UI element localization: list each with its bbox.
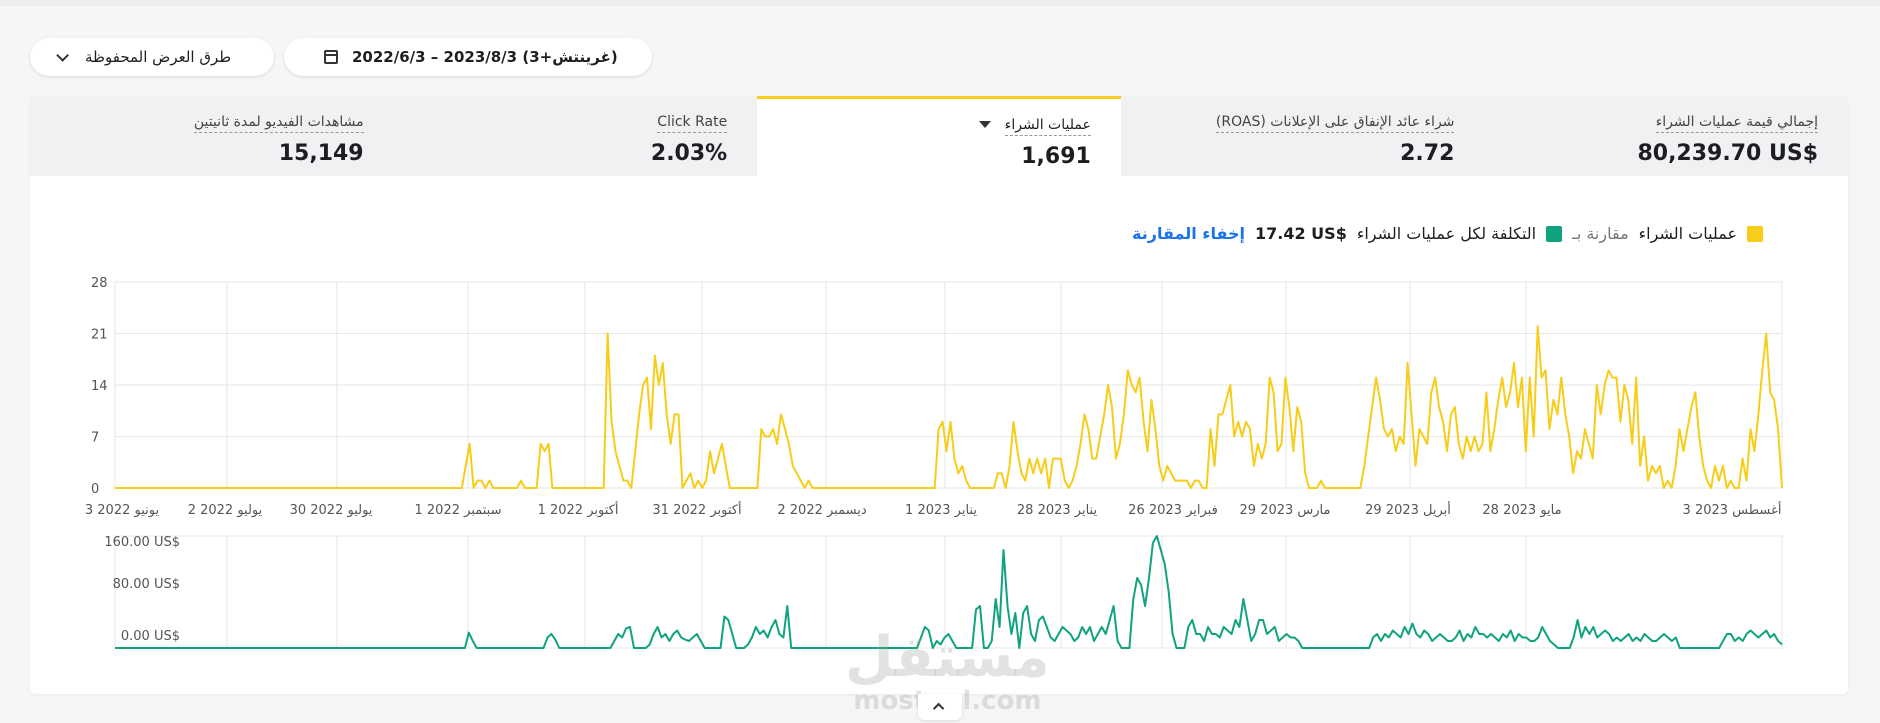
tab-roas[interactable]: شراء عائد الإنفاق على الإعلانات (ROAS) 2… <box>1120 96 1485 176</box>
tab-value: 15,149 <box>278 141 364 166</box>
tab-click-rate[interactable]: Click Rate 2.03% <box>393 96 758 176</box>
purchases-series-line <box>115 325 1783 489</box>
secondary-swatch <box>1546 225 1563 242</box>
chart1-xtick-label: 2 يوليو 2022 <box>188 503 263 518</box>
chart1-ytick-label: 7 <box>91 431 99 446</box>
chart1-xtick-label: 31 أكتوبر 2022 <box>652 501 741 518</box>
calendar-icon <box>324 50 338 64</box>
tab-value: 80,239.70 US$ <box>1637 141 1818 166</box>
chart1-xtick-label: 28 مايو 2023 <box>1482 503 1561 518</box>
tab-purchase-value[interactable]: إجمالي قيمة عمليات الشراء 80,239.70 US$ <box>1484 96 1848 176</box>
tab-video-views[interactable]: مشاهدات الفيديو لمدة ثانيتين 15,149 <box>30 96 394 176</box>
legend-secondary: التكلفة لكل عمليات الشراء <box>1356 224 1537 243</box>
chart1-xtick-label: 1 أكتوبر 2022 <box>538 501 619 518</box>
tab-purchases[interactable]: عمليات الشراء 1,691 <box>757 96 1121 176</box>
chart1-xtick-label: 30 يوليو 2022 <box>290 503 373 518</box>
chart1-xtick-label: 3 أغسطس 2023 <box>1683 501 1782 518</box>
chart2-ytick-label: 0.00 US$ <box>121 629 180 644</box>
chart1-xtick-label: 3 يونيو 2022 <box>85 503 160 518</box>
chart1-xtick-label: 29 مارس 2023 <box>1240 503 1331 518</box>
tab-value: 2.72 <box>1400 141 1455 166</box>
chart1-xtick-label: 26 فبراير 2023 <box>1128 503 1218 518</box>
date-range-label: 2022/6/3 – 2023/8/3 (غرينتش+3) <box>352 48 618 66</box>
dropdown-triangle-icon[interactable] <box>978 121 991 128</box>
cost-per-purchase-series-line <box>115 535 1783 649</box>
chart2-ytick-label: 160.00 US$ <box>104 535 180 550</box>
metrics-card <box>30 96 1848 694</box>
chart-legend: عمليات الشراء مقارنة بـ التكلفة لكل عملي… <box>1132 224 1763 243</box>
chart1-xtick-label: 1 سبتمبر 2022 <box>415 503 502 518</box>
tab-label: إجمالي قيمة عمليات الشراء <box>1655 114 1818 133</box>
hide-comparison-link[interactable]: إخفاء المقارنة <box>1132 224 1245 243</box>
tab-label: مشاهدات الفيديو لمدة ثانيتين <box>193 114 364 133</box>
chart1-ytick-label: 14 <box>91 379 108 394</box>
tab-label: عمليات الشراء <box>1004 117 1091 136</box>
top-strip <box>0 0 1880 6</box>
saved-views-dropdown[interactable]: طرق العرض المحفوظة <box>30 38 274 76</box>
legend-primary: عمليات الشراء <box>1638 224 1737 243</box>
chart1-xtick-label: 1 يناير 2023 <box>905 503 977 518</box>
chart1-ytick-label: 0 <box>91 482 99 497</box>
chevron-up-icon <box>932 702 945 715</box>
legend-compare: مقارنة بـ <box>1572 224 1629 243</box>
legend-secondary-value: 17.42 US$ <box>1255 224 1347 243</box>
tab-value: 1,691 <box>1021 144 1091 169</box>
chart1-xtick-label: 2 ديسمبر 2022 <box>777 503 866 518</box>
metric-tabs: إجمالي قيمة عمليات الشراء 80,239.70 US$ … <box>30 96 1848 176</box>
chart1-ytick-label: 21 <box>91 328 108 343</box>
chart1-xtick-label: 28 يناير 2023 <box>1017 503 1098 518</box>
saved-views-label: طرق العرض المحفوظة <box>85 48 232 66</box>
chart1-xtick-label: 29 أبريل 2023 <box>1365 501 1451 518</box>
date-range-button[interactable]: 2022/6/3 – 2023/8/3 (غرينتش+3) <box>284 38 652 76</box>
chart2-ytick-label: 80.00 US$ <box>113 577 180 592</box>
primary-swatch <box>1747 225 1763 242</box>
tab-value: 2.03% <box>650 141 728 166</box>
tab-label: Click Rate <box>657 114 728 133</box>
collapse-button[interactable] <box>918 694 962 720</box>
chart1-ytick-label: 28 <box>91 276 108 291</box>
tab-label: شراء عائد الإنفاق على الإعلانات (ROAS) <box>1215 114 1455 133</box>
